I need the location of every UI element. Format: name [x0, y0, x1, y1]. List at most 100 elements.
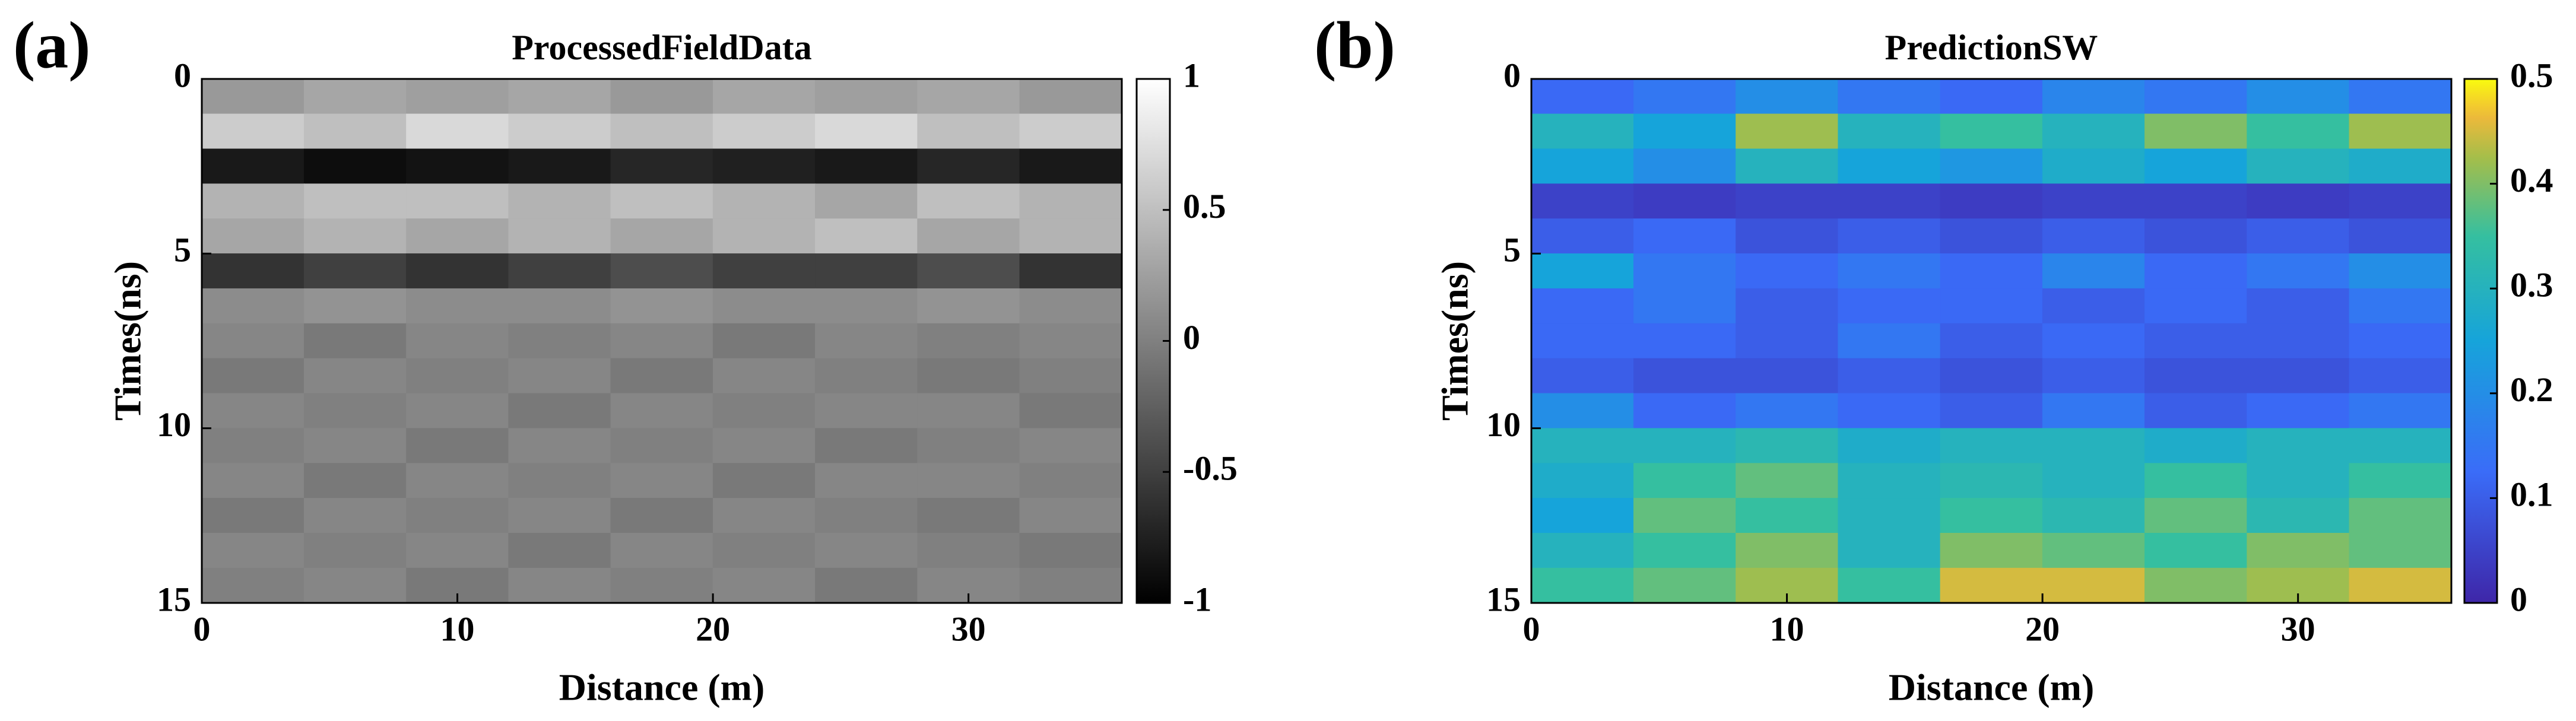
heatmap-cell	[2349, 113, 2451, 150]
heatmap-cell	[712, 288, 816, 324]
heatmap-cell	[2042, 358, 2146, 394]
heatmap-cell	[712, 323, 816, 359]
heatmap-cell	[917, 79, 1020, 115]
heatmap-cell	[2042, 463, 2146, 499]
heatmap-cell	[406, 218, 509, 255]
heatmap-cell	[1736, 533, 1839, 568]
heatmap-cell	[202, 79, 304, 115]
heatmap-cell	[712, 218, 816, 255]
heatmap-cell	[2247, 358, 2350, 394]
heatmap-cell	[1940, 358, 2043, 394]
heatmap-cell	[1531, 533, 1634, 568]
heatmap-cells	[202, 79, 1122, 603]
heatmap-cell	[2349, 288, 2451, 324]
y-tick-label: 15	[157, 580, 191, 618]
y-axis-label: Times(ns)	[107, 261, 149, 421]
heatmap-cell	[202, 253, 304, 289]
heatmap-cell	[1633, 533, 1737, 568]
heatmap-cell	[712, 533, 816, 568]
heatmap-cell	[508, 183, 611, 220]
heatmap-cell	[1940, 463, 2043, 499]
heatmap-cell	[1019, 323, 1122, 359]
heatmap-cell	[202, 113, 304, 150]
x-tick-label: 30	[951, 609, 986, 648]
heatmap-cell	[303, 498, 407, 534]
heatmap-cell	[815, 79, 918, 115]
heatmap-cell	[1019, 463, 1122, 499]
heatmap-cell	[2144, 567, 2248, 603]
heatmap-cell	[2042, 323, 2146, 359]
heatmap-cell	[1838, 323, 1941, 359]
heatmap-cell	[1633, 218, 1737, 255]
heatmap-cell	[406, 79, 509, 115]
heatmap-cell	[1531, 218, 1634, 255]
heatmap-cell	[2349, 498, 2451, 534]
heatmap-cell	[712, 463, 816, 499]
heatmap-cell	[2349, 323, 2451, 359]
heatmap-cell	[202, 498, 304, 534]
heatmap-cell	[1633, 463, 1737, 499]
heatmap-cell	[1019, 113, 1122, 150]
heatmap-cell	[303, 428, 407, 464]
heatmap-cell	[1019, 253, 1122, 289]
y-tick-label: 10	[1486, 405, 1521, 444]
heatmap-cell	[2144, 533, 2248, 568]
x-tick-label: 20	[2025, 609, 2060, 648]
heatmap-cell	[1019, 393, 1122, 429]
heatmap-cell	[610, 218, 713, 255]
heatmap-cell	[2144, 253, 2248, 289]
heatmap-cell	[1838, 533, 1941, 568]
heatmap-cell	[917, 218, 1020, 255]
heatmap-cell	[2247, 498, 2350, 534]
heatmap-cell	[2349, 218, 2451, 255]
colorbar-tick-label: 0	[2510, 580, 2527, 618]
plot-frame	[1530, 78, 2453, 604]
heatmap-cell	[1940, 79, 2043, 115]
heatmap-cell	[1019, 428, 1122, 464]
y-axis-label: Times(ns)	[1434, 261, 1476, 421]
heatmap-cell	[406, 183, 509, 220]
heatmap-cell	[2042, 253, 2146, 289]
heatmap-cell	[1531, 463, 1634, 499]
heatmap-cell	[815, 253, 918, 289]
heatmap-cell	[202, 358, 304, 394]
x-tick-label: 10	[1770, 609, 1804, 648]
heatmap-cell	[917, 428, 1020, 464]
heatmap-cell	[712, 253, 816, 289]
heatmap-cell	[1940, 393, 2043, 429]
chart-title: ProcessedFieldData	[512, 28, 811, 67]
heatmap-cell	[2042, 79, 2146, 115]
heatmap-cell	[303, 393, 407, 429]
heatmap-cell	[2247, 323, 2350, 359]
heatmap-cell	[202, 533, 304, 568]
heatmap-cell	[406, 463, 509, 499]
heatmap-cell	[1940, 567, 2043, 603]
heatmap-cell	[1838, 428, 1941, 464]
heatmap-cell	[917, 253, 1020, 289]
heatmap-cell	[2144, 358, 2248, 394]
heatmap-cell	[1633, 288, 1737, 324]
heatmap-cell	[610, 148, 713, 185]
heatmap-cell	[508, 533, 611, 568]
heatmap-cell	[303, 463, 407, 499]
heatmap-cell	[1838, 567, 1941, 603]
heatmap-cell	[406, 148, 509, 185]
heatmap-cell	[2247, 393, 2350, 429]
colorbar-tick-label: 0.2	[2510, 370, 2553, 409]
heatmap-cell	[406, 323, 509, 359]
heatmap-cell	[1940, 498, 2043, 534]
heatmap-cell	[1531, 567, 1634, 603]
heatmap-cell	[1019, 358, 1122, 394]
heatmap-cell	[202, 218, 304, 255]
heatmap-cell	[1019, 148, 1122, 185]
heatmap-cell	[508, 113, 611, 150]
heatmap-cell	[508, 463, 611, 499]
heatmap-cell	[508, 498, 611, 534]
heatmap-cell	[303, 567, 407, 603]
heatmap-cell	[610, 358, 713, 394]
heatmap-cell	[303, 323, 407, 359]
heatmap-cell	[815, 463, 918, 499]
heatmap-cell	[815, 567, 918, 603]
heatmap-cell	[610, 567, 713, 603]
heatmap-cell	[610, 288, 713, 324]
